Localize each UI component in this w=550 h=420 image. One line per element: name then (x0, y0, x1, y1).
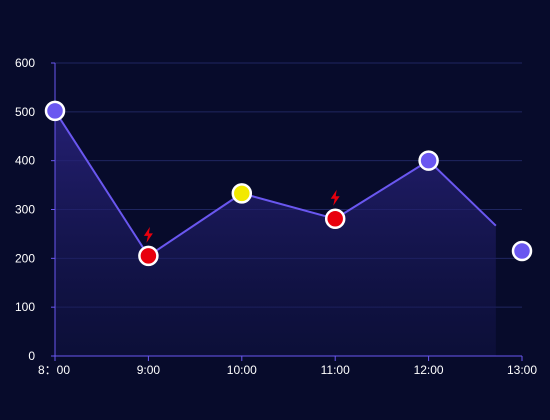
x-axis-tick-label: 13:00 (507, 363, 537, 377)
x-axis-tick-label: 9:00 (137, 363, 161, 377)
series-line-path (54, 110, 497, 258)
data-point (324, 208, 346, 230)
x-axis-tick-label: 11:00 (321, 363, 350, 377)
data-point (44, 100, 66, 122)
x-axis-tick-label: 10:00 (227, 363, 257, 377)
series-line (54, 110, 497, 258)
y-axis-tick-label: 100 (15, 300, 35, 314)
y-axis-tick-labels: 0 100 200 300 400 500 600 (15, 56, 35, 363)
y-axis-tick-label: 400 (15, 154, 35, 168)
area-fill (55, 110, 496, 357)
y-axis-tick-label: 0 (28, 349, 35, 363)
y-axis-tick-label: 300 (15, 203, 35, 217)
area-shape (55, 110, 496, 357)
x-axis-tick-label: 12:00 (414, 363, 444, 377)
data-point (511, 240, 533, 262)
y-axis-tick-label: 500 (15, 105, 35, 119)
x-axis-tick-labels: 8：00 9:00 10:00 11:00 12:00 13:00 (38, 363, 537, 377)
lightning-bolt-icon (143, 226, 153, 243)
alarm-icons (143, 189, 340, 243)
x-axis-tick-label: 8：00 (38, 363, 70, 377)
y-axis-tick-label: 200 (15, 251, 35, 265)
data-point (231, 183, 253, 204)
y-axis-tick-label: 600 (15, 56, 35, 70)
data-point (418, 150, 439, 171)
data-points (44, 100, 533, 267)
data-point (138, 245, 159, 267)
lightning-bolt-icon (330, 189, 340, 206)
